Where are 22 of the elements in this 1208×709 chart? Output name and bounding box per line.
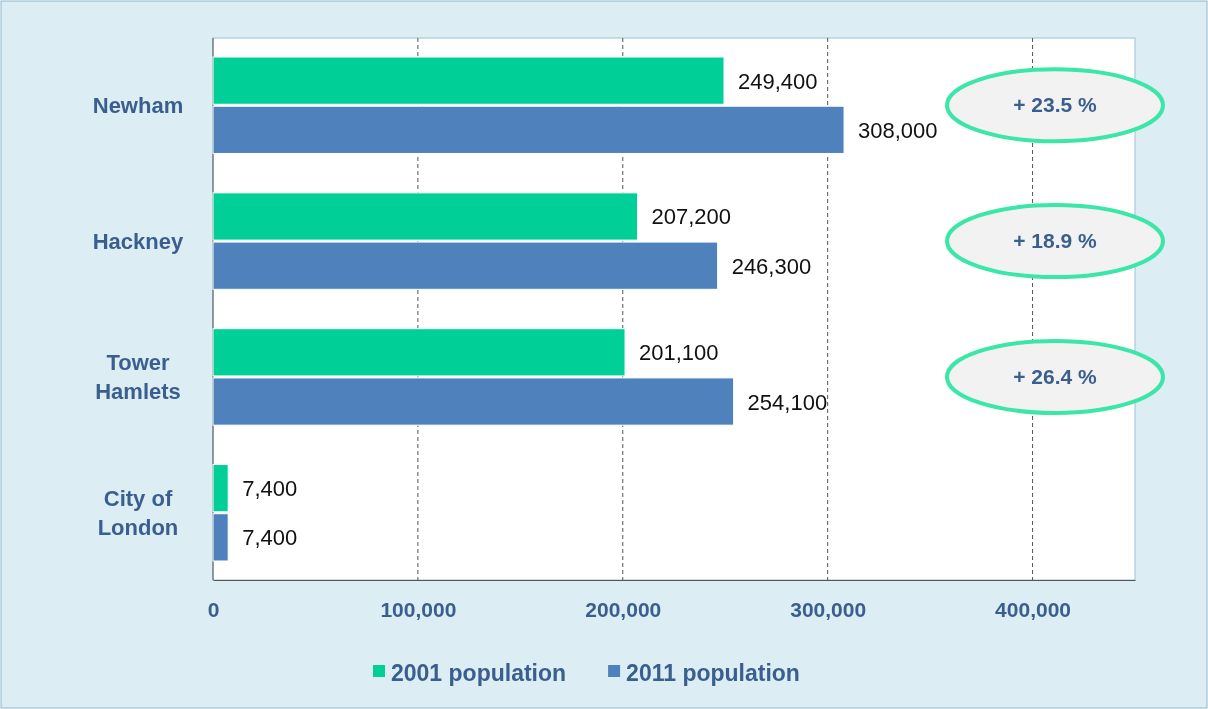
- x-tick-label: 400,000: [995, 597, 1072, 621]
- data-label: 7,400: [242, 525, 298, 551]
- legend-label: 2011 population: [626, 660, 800, 686]
- data-label: 308,000: [858, 117, 938, 143]
- annotation: + 23.5 %: [1013, 93, 1098, 117]
- annotation: + 18.9 %: [1013, 229, 1098, 253]
- x-tick-label: 300,000: [790, 597, 867, 621]
- x-tick-label: 0: [207, 597, 220, 621]
- y-tick-label: Hackney: [92, 229, 185, 255]
- data-label: 246,300: [731, 253, 812, 279]
- y-tick-label: Newham: [92, 93, 184, 119]
- x-tick-label: 200,000: [585, 597, 662, 621]
- data-label: 254,100: [747, 389, 828, 415]
- data-label: 7,400: [242, 476, 298, 502]
- x-tick-label: 100,000: [380, 597, 457, 621]
- annotation: + 26.4 %: [1013, 364, 1098, 388]
- data-label: 201,100: [639, 340, 719, 366]
- legend-label: 2001 population: [391, 660, 567, 686]
- y-tick-label: City of London: [97, 486, 179, 541]
- data-label: 249,400: [737, 68, 818, 94]
- y-tick-label: Tower Hamlets: [95, 350, 181, 405]
- data-label: 207,200: [651, 204, 732, 230]
